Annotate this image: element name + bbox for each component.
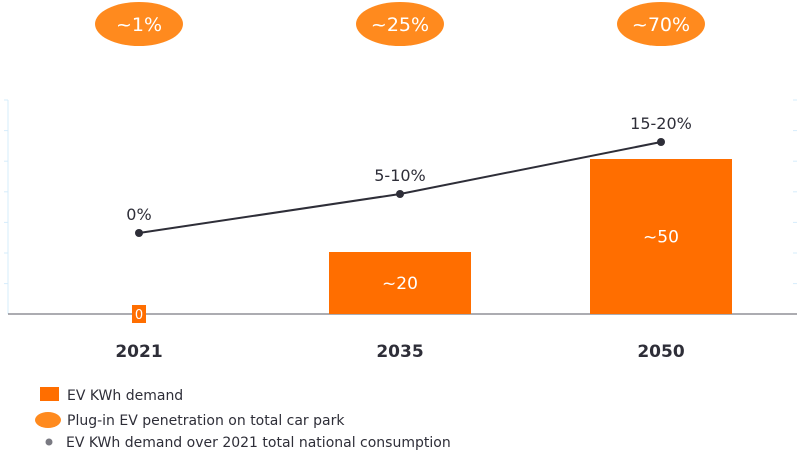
demand-bar [132,305,146,323]
consumption-label: 5-10% [374,166,426,185]
legend-swatch-penetration [35,412,61,428]
legend-label-penetration: Plug-in EV penetration on total car park [67,413,345,429]
x-tick-label: 2050 [637,342,684,362]
consumption-line [138,141,662,234]
consumption-point [657,138,665,146]
consumption-label: 15-20% [630,114,692,133]
demand-bar-label: ~50 [643,228,679,248]
legend-swatch-demand [40,387,59,401]
x-tick-label: 2021 [115,342,162,362]
demand-bar [329,252,471,314]
consumption-point [135,229,143,237]
penetration-label: ~1% [116,14,162,36]
legend-swatch-consumption [45,438,53,446]
penetration-bubble [617,2,705,46]
consumption-point [396,190,404,198]
penetration-bubble [95,2,183,46]
legend-label-consumption: EV KWh demand over 2021 total national c… [66,435,451,451]
demand-bar-label: ~20 [382,274,418,294]
consumption-label: 0% [126,205,151,224]
demand-bar-label: 0 [135,308,143,323]
penetration-bubble [356,2,444,46]
penetration-label: ~25% [371,14,429,36]
legend-label-demand: EV KWh demand [67,388,183,404]
x-tick-label: 2035 [376,342,423,362]
penetration-label: ~70% [632,14,690,36]
demand-bar [590,159,732,314]
